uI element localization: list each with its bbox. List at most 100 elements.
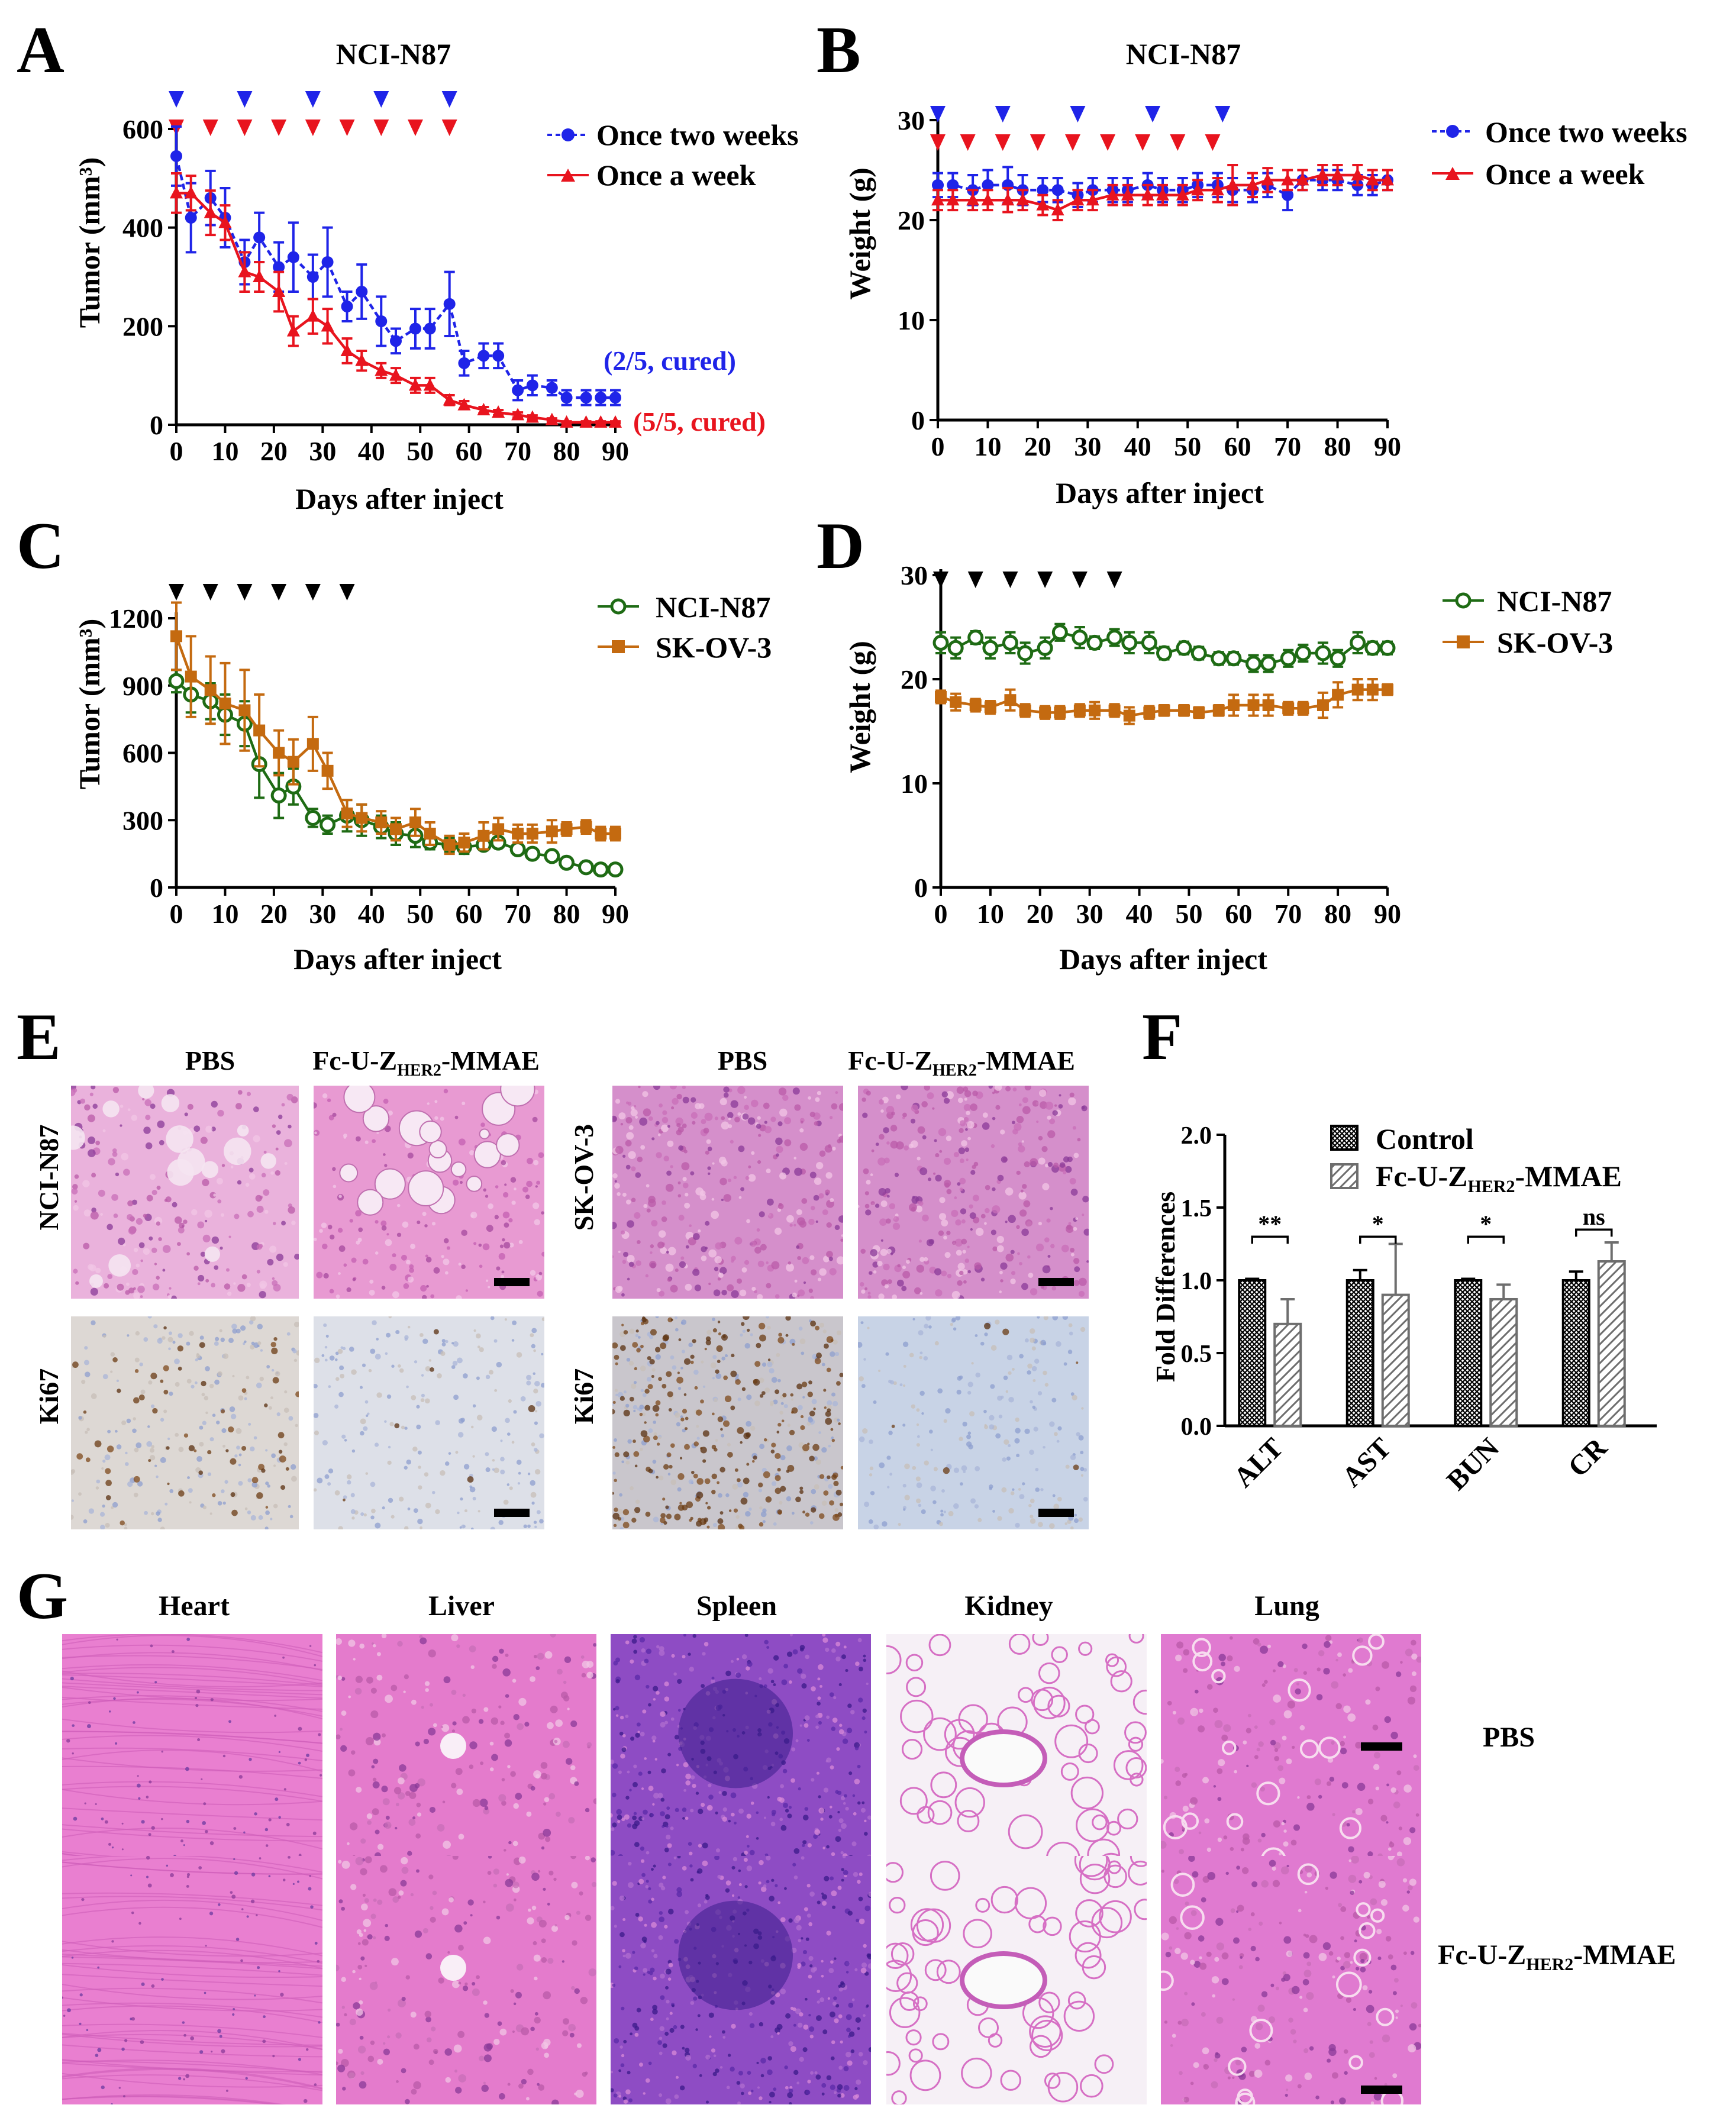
- tissue-cell: [521, 2027, 530, 2036]
- tissue-cell: [1074, 1513, 1077, 1517]
- tissue-cell: [487, 1871, 492, 1875]
- tissue-cell: [148, 1380, 153, 1385]
- tissue-cell: [622, 1154, 626, 1158]
- tissue-cell: [826, 1336, 834, 1344]
- tissue-cell: [727, 1451, 733, 1458]
- x-tick-label: 10: [211, 436, 238, 466]
- tissue-cell: [966, 1434, 972, 1439]
- data-point: [443, 393, 456, 406]
- tissue-cell: [639, 1117, 648, 1126]
- tissue-cell: [916, 1482, 922, 1489]
- tissue-cell: [956, 1250, 962, 1256]
- tissue-cell: [369, 1289, 375, 1296]
- tubule: [1211, 1668, 1226, 1684]
- tissue-cell: [461, 1229, 467, 1237]
- significance-label: ns: [1583, 1203, 1605, 1230]
- tissue-cell: [835, 1790, 839, 1794]
- tissue-cell: [632, 1781, 638, 1787]
- tissue-cell: [785, 1316, 791, 1321]
- alveolus: [1051, 1646, 1068, 1663]
- tissue-cell: [666, 1806, 670, 1810]
- muscle-fiber: [62, 1906, 322, 1928]
- tissue-cell: [720, 1428, 723, 1431]
- dose-marker-red: [995, 134, 1011, 151]
- tissue-cell: [832, 1513, 840, 1521]
- tissue-cell: [478, 1719, 484, 1724]
- tissue-cell: [629, 1789, 632, 1791]
- tissue-cell: [678, 1145, 684, 1151]
- tissue-cell: [636, 1722, 641, 1727]
- tissue-cell: [1213, 1707, 1218, 1713]
- legend-marker-orange-square: [1457, 635, 1470, 648]
- tissue-cell: [902, 1341, 909, 1347]
- tissue-cell: [651, 1368, 656, 1372]
- tissue-cell: [675, 1328, 679, 1332]
- tissue-cell: [1405, 1648, 1413, 1657]
- tissue-cell: [216, 1421, 220, 1425]
- tissue-cell: [581, 1673, 586, 1678]
- tissue-cell: [536, 1510, 541, 1515]
- tissue-cell: [975, 1465, 980, 1471]
- tissue-cell: [348, 1769, 356, 1777]
- tissue-cell: [81, 1380, 86, 1384]
- tissue-cell: [562, 2030, 569, 2036]
- tissue-cell: [670, 1717, 675, 1721]
- tissue-cell: [980, 1277, 985, 1281]
- tissue-cell: [623, 1409, 630, 1416]
- tissue-cell: [1073, 1258, 1080, 1264]
- tissue-cell: [932, 1500, 937, 1505]
- tissue-cell: [533, 1448, 538, 1452]
- tissue-cell: [615, 1679, 620, 1684]
- tissue-cell: [1008, 1396, 1014, 1403]
- tissue-cell: [935, 1153, 940, 1158]
- tissue-cell: [131, 1911, 134, 1915]
- tissue-cell: [372, 1808, 379, 1816]
- tissue-cell: [253, 1436, 257, 1440]
- tissue-cell: [802, 1844, 805, 1847]
- tissue-cell: [421, 1706, 424, 1709]
- tissue-cell: [1264, 1680, 1268, 1684]
- tissue-cell: [483, 1188, 487, 1192]
- tissue-cell: [705, 1502, 708, 1505]
- tissue-cell: [903, 1364, 906, 1368]
- tissue-cell: [623, 1251, 628, 1257]
- chart-a-title: NCI-N87: [336, 37, 451, 70]
- vacuole: [374, 1168, 406, 1200]
- tissue-cell: [1348, 1846, 1354, 1853]
- tissue-cell: [534, 1468, 541, 1475]
- tissue-cell: [904, 1494, 910, 1500]
- muscle-fiber: [62, 1824, 322, 1838]
- tissue-cell: [196, 1456, 202, 1462]
- tissue-cell: [419, 1635, 423, 1639]
- tissue-cell: [524, 1722, 530, 1727]
- liver-pbs-image: [336, 1634, 596, 1883]
- tissue-cell: [701, 1255, 707, 1261]
- tissue-cell: [336, 1964, 340, 1971]
- tissue-cell: [201, 1380, 206, 1387]
- tissue-cell: [757, 1260, 764, 1267]
- tissue-cell: [79, 1993, 83, 1997]
- tissue-cell: [837, 1810, 840, 1814]
- data-point: [1178, 704, 1190, 716]
- tissue-cell: [818, 1193, 824, 1199]
- y-tick-label: 2.0: [1181, 1122, 1212, 1150]
- tissue-cell: [840, 1465, 843, 1470]
- tissue-cell: [166, 1446, 170, 1450]
- tissue-cell: [1295, 1688, 1301, 1695]
- tissue-cell: [775, 1389, 780, 1394]
- tissue-cell: [727, 1284, 734, 1292]
- tissue-cell: [490, 1316, 495, 1321]
- tissue-cell: [619, 1527, 624, 1529]
- tissue-cell: [613, 1523, 617, 1527]
- tissue-cell: [485, 1195, 489, 1198]
- tissue-cell: [666, 1170, 672, 1176]
- tissue-cell: [808, 1096, 811, 1100]
- alveolus: [1008, 1814, 1043, 1849]
- tissue-cell: [653, 1432, 657, 1436]
- tissue-cell: [727, 1112, 734, 1119]
- tissue-cell: [127, 1334, 130, 1337]
- tissue-cell: [808, 1417, 814, 1423]
- tissue-cell: [1331, 1741, 1335, 1745]
- tissue-cell: [344, 1439, 347, 1442]
- tissue-cell: [338, 1526, 343, 1529]
